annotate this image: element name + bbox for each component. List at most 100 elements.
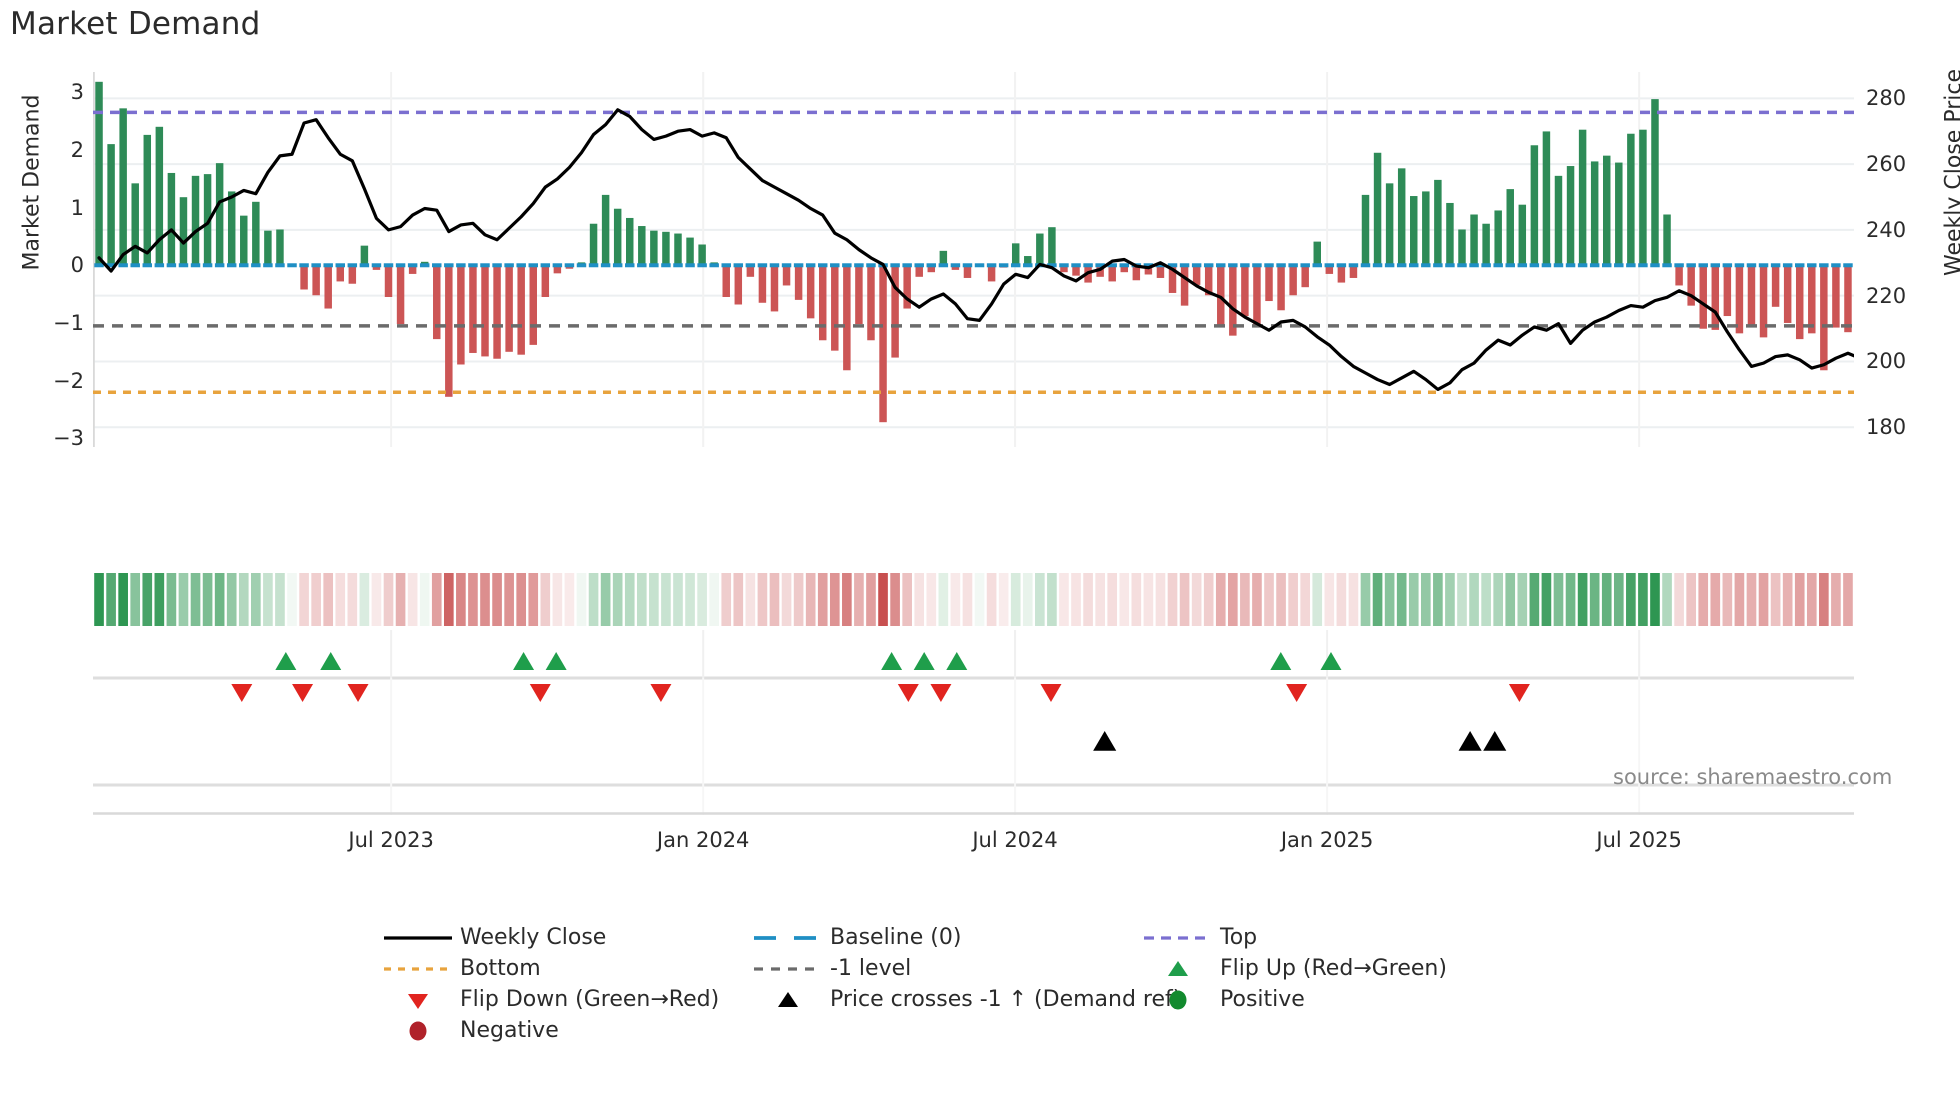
legend-item[interactable]: Flip Down (Green→Red) bbox=[380, 984, 719, 1015]
demand-bar bbox=[384, 265, 393, 297]
heat-cell bbox=[962, 573, 973, 626]
demand-bar bbox=[782, 265, 791, 286]
demand-bar bbox=[1651, 99, 1659, 266]
y-tick-right: 220 bbox=[1866, 283, 1907, 308]
demand-bar bbox=[1036, 233, 1044, 266]
demand-bar bbox=[879, 265, 887, 423]
demand-bar bbox=[276, 229, 284, 266]
dotted-line-purple-icon bbox=[1140, 923, 1216, 953]
legend-item[interactable]: Price crosses -1 ↑ (Demand ref) bbox=[750, 984, 1181, 1015]
legend-item[interactable]: Top bbox=[1140, 922, 1257, 953]
demand-bar bbox=[1446, 202, 1454, 266]
heat-cell bbox=[202, 573, 213, 626]
demand-bar bbox=[252, 201, 260, 266]
legend-item[interactable]: -1 level bbox=[750, 953, 911, 984]
demand-bar bbox=[891, 265, 899, 358]
legend-label: Weekly Close bbox=[460, 925, 607, 950]
demand-bar bbox=[1542, 131, 1551, 266]
demand-bar bbox=[746, 265, 755, 277]
heat-cell bbox=[636, 573, 647, 626]
demand-bar bbox=[686, 237, 694, 266]
heat-cell bbox=[1722, 573, 1733, 626]
demand-bar bbox=[1385, 183, 1394, 266]
legend-item[interactable]: Positive bbox=[1140, 984, 1305, 1015]
heat-cell bbox=[528, 573, 539, 626]
demand-bar bbox=[1072, 265, 1080, 276]
demand-bar bbox=[1711, 265, 1720, 330]
y-axis-right-ticks: 280 260 240 220 200 180 bbox=[1866, 72, 1946, 447]
demand-bar bbox=[722, 265, 730, 297]
demand-bar bbox=[1458, 229, 1466, 266]
heat-cell bbox=[1336, 573, 1347, 626]
heat-cell bbox=[793, 573, 804, 626]
demand-bar bbox=[1410, 196, 1418, 266]
heat-cell bbox=[1203, 573, 1214, 626]
demand-bar bbox=[143, 134, 152, 266]
heat-cell bbox=[1312, 573, 1323, 626]
main-plot-area bbox=[93, 72, 1854, 447]
demand-bar bbox=[336, 265, 345, 282]
demand-bar bbox=[1434, 179, 1442, 266]
heat-cell bbox=[1565, 573, 1576, 626]
heat-cell bbox=[1288, 573, 1298, 626]
heat-cell bbox=[492, 573, 502, 626]
heat-cell bbox=[1348, 573, 1359, 626]
legend-item[interactable]: Negative bbox=[380, 1015, 559, 1046]
signal-marker-panel bbox=[93, 630, 1854, 815]
heat-cell bbox=[914, 573, 925, 626]
legend-item[interactable]: Flip Up (Red→Green) bbox=[1140, 953, 1447, 984]
heat-cell bbox=[1252, 573, 1262, 626]
legend-item[interactable]: Bottom bbox=[380, 953, 541, 984]
heat-cell bbox=[516, 573, 527, 626]
demand-bar bbox=[493, 265, 501, 359]
heat-cell bbox=[1408, 573, 1419, 626]
heat-cell bbox=[588, 573, 599, 626]
y-tick-left: 2 bbox=[70, 137, 84, 162]
demand-bar bbox=[445, 265, 453, 397]
legend-label: Baseline (0) bbox=[830, 925, 962, 950]
demand-bar bbox=[119, 108, 127, 266]
heat-cell bbox=[829, 573, 840, 626]
dashed-line-blue-icon bbox=[750, 923, 826, 953]
heat-cell bbox=[1469, 573, 1479, 626]
heat-cell bbox=[564, 573, 575, 626]
heat-cell bbox=[407, 573, 418, 626]
demand-bar bbox=[227, 191, 236, 266]
demand-bar bbox=[1566, 166, 1575, 266]
demand-bar bbox=[1795, 265, 1804, 340]
legend-label: Flip Up (Red→Green) bbox=[1220, 956, 1447, 981]
heat-cell bbox=[226, 573, 237, 626]
heat-cell bbox=[1059, 573, 1069, 626]
price-cross-marker bbox=[1458, 731, 1482, 751]
demand-bar bbox=[758, 265, 767, 303]
demand-bar bbox=[179, 197, 188, 266]
legend-item[interactable]: Baseline (0) bbox=[750, 922, 961, 953]
demand-bar bbox=[1301, 265, 1309, 288]
heat-cell bbox=[612, 573, 623, 626]
heat-cell bbox=[1577, 573, 1588, 626]
heat-cell bbox=[721, 573, 732, 626]
legend-label: Bottom bbox=[460, 956, 541, 981]
flip-up-marker bbox=[545, 652, 567, 670]
demand-bar bbox=[1060, 265, 1068, 273]
weekly-close-line bbox=[97, 108, 1854, 392]
heat-cell bbox=[1662, 573, 1672, 626]
flip-down-marker bbox=[650, 684, 672, 702]
demand-bar bbox=[1253, 265, 1261, 326]
demand-bar bbox=[1578, 129, 1587, 266]
demand-bar bbox=[167, 172, 176, 266]
heat-cell bbox=[456, 573, 466, 626]
demand-bar bbox=[1349, 265, 1358, 278]
legend-row: Weekly Close Baseline (0) Top bbox=[380, 922, 1740, 953]
flip-up-marker bbox=[275, 652, 297, 670]
heat-cell bbox=[1782, 573, 1793, 626]
heat-cell bbox=[371, 573, 382, 626]
heat-cell bbox=[335, 573, 346, 626]
legend-label: Top bbox=[1220, 925, 1258, 950]
demand-bar bbox=[1422, 191, 1430, 266]
x-axis: Jul 2023 Jan 2024 Jul 2024 Jan 2025 Jul 2025 bbox=[93, 812, 1854, 872]
legend-item[interactable]: Weekly Close bbox=[380, 922, 606, 953]
y-tick-left: −3 bbox=[53, 426, 84, 451]
circle-green-icon bbox=[1140, 985, 1216, 1015]
demand-bar bbox=[1156, 265, 1165, 278]
